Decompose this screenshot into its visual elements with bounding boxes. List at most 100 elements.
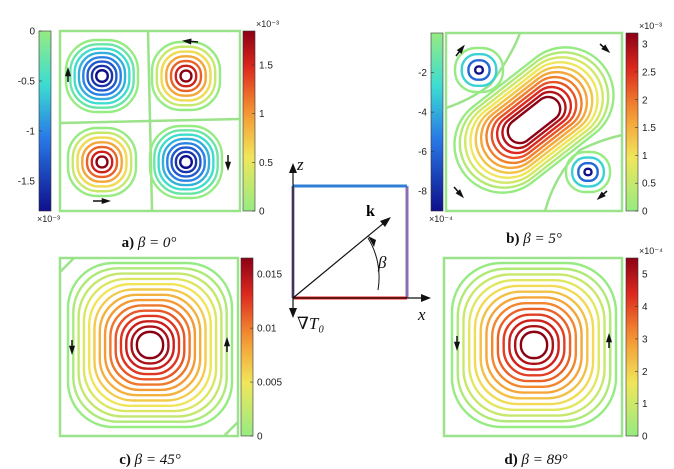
- panel-a: a) β = 0°: [58, 29, 242, 251]
- central-cell: [453, 46, 615, 194]
- contour-line: [157, 133, 215, 191]
- colorbar-fill: [430, 32, 444, 212]
- colorbar-fill: [240, 257, 254, 437]
- contour-line: [467, 59, 491, 81]
- colorbar-tick-label: -6: [418, 147, 427, 158]
- colorbar-tick-label: -8: [418, 187, 427, 198]
- flow-arrowhead: [601, 44, 611, 53]
- colorbar-exponent: ×10⁻³: [37, 214, 60, 224]
- gradient-arrowhead: [289, 308, 297, 318]
- contour-line: [135, 330, 165, 360]
- flow-arrowhead: [101, 197, 111, 205]
- contour-line: [479, 290, 589, 400]
- contour-line: [95, 69, 109, 83]
- contour-line: [66, 126, 138, 198]
- caption-tag: a): [122, 235, 138, 251]
- colorbar-tick-label: 1: [642, 151, 648, 162]
- contour-line: [90, 64, 114, 88]
- flow-arrowhead: [596, 191, 606, 200]
- separatrix: [445, 32, 522, 110]
- contour-line: [125, 320, 175, 370]
- colorbar-tick-label: 5: [642, 270, 648, 281]
- separatrix: [543, 133, 623, 212]
- contour-line: [148, 124, 224, 200]
- caption: c) β = 45°: [119, 452, 181, 468]
- colorbar-tick-label: -2: [418, 68, 427, 79]
- contour-line: [170, 146, 202, 178]
- flow-arrowhead: [224, 161, 232, 171]
- contour-line: [473, 284, 595, 406]
- contour-line: [165, 55, 207, 97]
- contour-line: [153, 129, 219, 195]
- panel-c: c) β = 45°: [58, 256, 240, 468]
- colorbar-exponent: ×10⁻⁴: [429, 214, 453, 224]
- caption-math: β = 5°: [522, 231, 562, 247]
- contour-line: [82, 277, 218, 413]
- colorbar-tick-label: 1.5: [259, 61, 273, 72]
- colorbar-tick-label: 0: [257, 432, 263, 443]
- contour-line: [95, 155, 109, 169]
- caption: a) β = 0°: [122, 235, 177, 251]
- caption-math: β = 45°: [134, 452, 181, 468]
- contour-line: [485, 296, 583, 394]
- contour-line: [508, 319, 560, 371]
- domain-boundary: [444, 31, 624, 213]
- contour-line: [103, 298, 197, 392]
- colorbar-tick-label: 2: [642, 367, 648, 378]
- colorbar-fill: [625, 32, 639, 212]
- contour-line: [519, 330, 549, 360]
- contour-line: [501, 90, 567, 150]
- panel-d: d) β = 89°: [442, 256, 624, 468]
- contour-line: [82, 56, 122, 96]
- k-vector-arrowhead: [380, 217, 391, 227]
- contour-line: [160, 50, 212, 102]
- contour-line: [93, 288, 207, 402]
- contour-line: [462, 273, 606, 417]
- colorbar-fill: [625, 257, 639, 437]
- colorbar-tick-label: 4: [642, 302, 648, 313]
- contour-line: [90, 150, 114, 174]
- contour-line: [513, 324, 555, 366]
- colorbar-tick-label: 3: [642, 40, 648, 51]
- k-label: k: [366, 203, 375, 220]
- contour-line: [179, 69, 193, 83]
- colorbar-right: 0.015 0.01 0.005 0: [240, 257, 282, 443]
- flow-arrowhead: [182, 38, 192, 45]
- caption-math: β = 89°: [521, 452, 568, 468]
- contour-line: [453, 46, 615, 194]
- caption-tag: c): [119, 452, 134, 468]
- flow-arrowhead: [223, 337, 231, 347]
- z-axis-arrowhead: [289, 163, 297, 173]
- colorbar-tick-label: -1: [26, 127, 35, 138]
- beta-arc-arrowhead: [368, 236, 376, 247]
- contour-line: [473, 65, 485, 75]
- contour-line: [155, 45, 217, 107]
- contour-line: [458, 51, 610, 189]
- contour-line: [98, 293, 202, 397]
- contour-line: [76, 136, 128, 188]
- colorbar-tick-label: -0.5: [18, 77, 36, 88]
- contour-line: [86, 60, 118, 92]
- contour-line: [474, 65, 594, 175]
- contour-line: [485, 75, 583, 165]
- contour-line: [479, 70, 589, 170]
- panel-b: b) β = 5°: [444, 31, 624, 247]
- caption: d) β = 89°: [504, 452, 567, 468]
- flow-arrowhead: [605, 333, 613, 343]
- colorbar-fill: [38, 30, 52, 212]
- colorbar-exponent: ×10⁻³: [256, 19, 279, 29]
- flow-arrowhead: [453, 341, 461, 351]
- colorbar-tick-label: 0: [29, 27, 35, 38]
- contour-line: [502, 313, 566, 377]
- domain-boundary: [442, 256, 624, 438]
- contour-line: [81, 141, 123, 183]
- flow-arrowhead: [64, 67, 72, 77]
- colorbar-left: 0 -0.5 -1 -1.5 ×10⁻³: [18, 27, 60, 225]
- contour-line: [496, 307, 572, 383]
- domain-boundary: [58, 256, 240, 438]
- x-label: x: [417, 305, 426, 324]
- contour-line: [77, 51, 127, 101]
- domain-boundary: [58, 29, 242, 213]
- gradient-label: ∇T₀: [297, 314, 324, 333]
- corner-contour: [223, 421, 239, 437]
